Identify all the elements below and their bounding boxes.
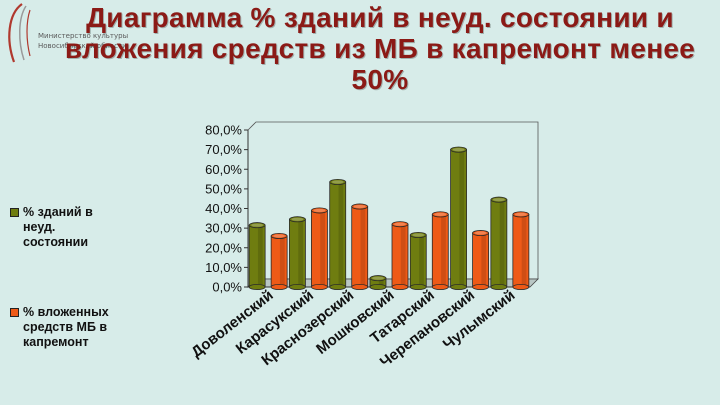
bar-2-1 — [270, 232, 288, 290]
bar-2-3 — [351, 203, 369, 290]
x-axis-labels: ДоволенскийКарасукскийКраснозерскийМошко… — [188, 287, 518, 371]
bar-top — [512, 211, 530, 218]
bar-top-highlight — [372, 276, 384, 280]
bar-base — [431, 283, 449, 290]
bar-shade — [298, 219, 304, 287]
bar-base — [311, 283, 328, 290]
y-tick-label: 30,0% — [205, 221, 242, 236]
bar-top — [289, 216, 306, 223]
bar-1-2 — [289, 216, 306, 290]
y-tick-label: 0,0% — [212, 280, 242, 295]
y-axis: 0,0% 10,0% 20,0% 30,0% 40,0% 50,0% 60,0% 70,0% 8… — [205, 123, 530, 295]
bar-top — [409, 231, 427, 238]
bar-top-highlight — [394, 222, 406, 226]
bar-base — [450, 283, 467, 290]
org-name-line1: Министерство культуры — [38, 32, 129, 40]
bar-top — [311, 207, 328, 214]
bar-body — [450, 149, 467, 288]
bar-top — [490, 196, 508, 203]
bar-shade — [360, 206, 366, 287]
bar-base — [512, 283, 530, 290]
bar-body — [472, 232, 489, 288]
bar-top-highlight — [434, 212, 447, 216]
bar-shade — [320, 210, 326, 287]
bar-shade — [400, 224, 406, 287]
legend-swatch-series-1 — [10, 208, 19, 217]
bar-base — [248, 283, 266, 290]
bar-top-highlight — [412, 233, 425, 237]
bar-top — [431, 211, 449, 218]
bar-2-4 — [391, 221, 409, 290]
bar-top — [329, 179, 347, 186]
bar-shade — [459, 149, 465, 287]
bar-shade — [481, 233, 487, 287]
bar-top — [270, 232, 288, 239]
y-tick-label: 20,0% — [205, 240, 242, 255]
bar-shade — [521, 214, 527, 287]
bar-shade — [257, 225, 263, 287]
page-title: Диаграмма % зданий в неуд. состоянии и в… — [64, 2, 696, 95]
bar-top-highlight — [291, 217, 304, 221]
bar-body — [391, 223, 409, 288]
org-name-line2: Новосибирской области — [38, 42, 127, 50]
bar-2-2 — [311, 207, 328, 290]
bar-top — [391, 221, 409, 228]
bar-body — [329, 181, 347, 288]
bar-top-highlight — [353, 204, 366, 209]
bar-top-highlight — [331, 180, 344, 184]
bar-base — [270, 283, 288, 290]
bar-2-5 — [431, 211, 449, 290]
bar-1-5 — [409, 231, 427, 290]
bar-base — [329, 283, 347, 290]
bar-top — [351, 203, 369, 210]
bar-base — [490, 283, 508, 290]
bar-top-highlight — [273, 234, 286, 238]
bar-shade — [338, 182, 344, 287]
legend-swatch-series-2 — [10, 308, 19, 317]
bar-shade — [378, 278, 384, 287]
y-tick-label: 70,0% — [205, 142, 242, 157]
bar-1-4 — [369, 275, 387, 290]
y-tick-label: 40,0% — [205, 201, 242, 216]
bar-1-3 — [329, 179, 347, 290]
bar-base — [369, 283, 387, 290]
bar-top-highlight — [492, 198, 505, 202]
bar-base — [351, 283, 369, 290]
y-tick-label: 60,0% — [205, 162, 242, 177]
bar-top-highlight — [251, 223, 264, 227]
y-tick-label: 80,0% — [205, 123, 242, 138]
bar-top — [450, 146, 467, 153]
bar-body — [490, 199, 508, 288]
chart-bars — [248, 146, 530, 290]
bar-1-6 — [450, 146, 467, 290]
bar-shade — [441, 214, 446, 287]
bar-2-6 — [472, 230, 489, 290]
bar-base — [409, 283, 427, 290]
legend-label-series-2: % вложенных средств МБ в капремонт — [23, 305, 109, 349]
bar-base — [391, 283, 409, 290]
ministry-logo — [8, 3, 31, 63]
bar-shade — [419, 234, 424, 287]
bar-base — [289, 283, 306, 290]
bar-shade — [279, 235, 285, 287]
y-tick-label: 10,0% — [205, 260, 242, 275]
bar-1-7 — [490, 196, 508, 290]
bar-1-1 — [248, 222, 266, 290]
bar-shade — [499, 199, 505, 287]
bar-2-7 — [512, 211, 530, 290]
bar-base — [472, 283, 489, 290]
bar-top-highlight — [452, 148, 465, 152]
bar-body — [351, 206, 369, 288]
bar-top-highlight — [474, 231, 487, 235]
bar-top-highlight — [514, 212, 527, 216]
legend-label-series-1: % зданий в неуд. состоянии — [23, 205, 93, 249]
bar-top — [472, 230, 489, 237]
bar-top — [369, 275, 387, 282]
bar-top — [248, 222, 266, 229]
y-tick-label: 50,0% — [205, 181, 242, 196]
bar-top-highlight — [313, 208, 326, 213]
